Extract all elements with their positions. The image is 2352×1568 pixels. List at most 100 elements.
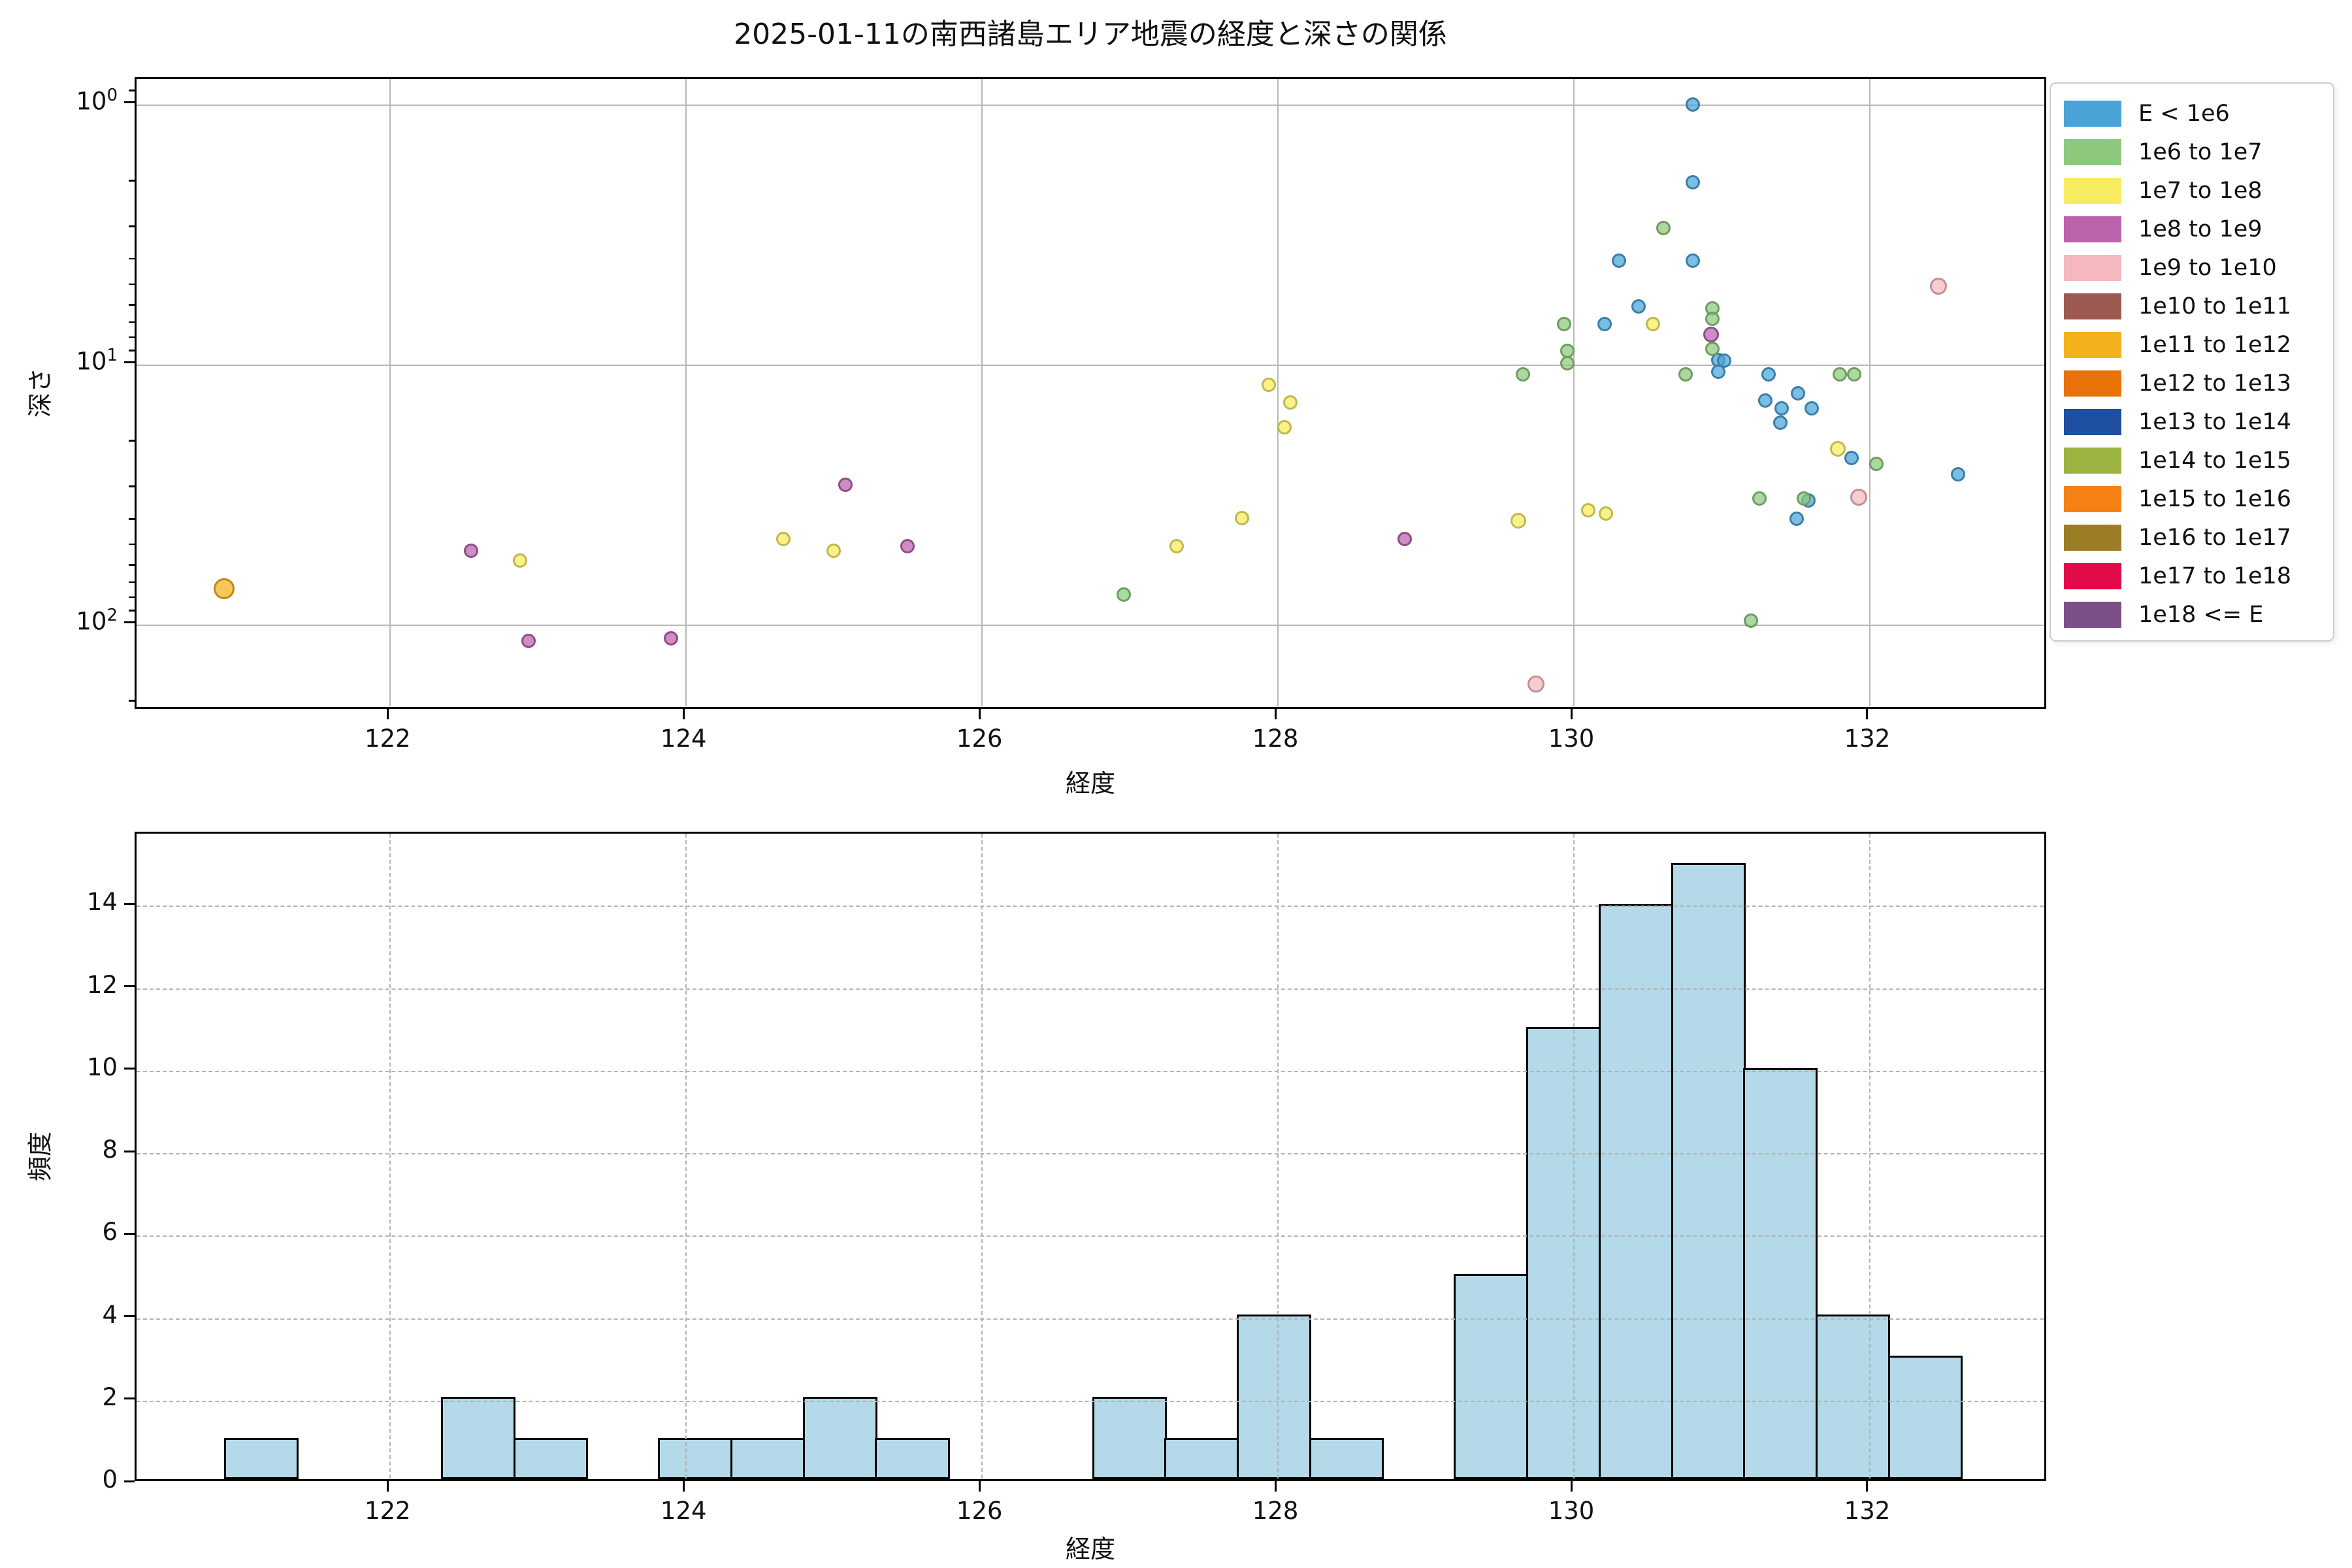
legend-swatch — [2064, 601, 2121, 628]
histogram-bar — [513, 1438, 588, 1479]
legend-entry: 1e18 <= E — [2064, 595, 2324, 634]
scatter-ylabel: 深さ — [25, 367, 55, 418]
y-gridline — [137, 906, 2044, 907]
legend-label: E < 1e6 — [2138, 100, 2230, 127]
legend-entry: 1e10 to 1e11 — [2064, 287, 2324, 325]
scatter-point — [1743, 613, 1758, 629]
x-tick — [978, 709, 981, 719]
legend-label: 1e15 to 1e16 — [2138, 485, 2292, 512]
scatter-point — [1283, 395, 1298, 410]
legend-label: 1e18 <= E — [2138, 601, 2264, 628]
scatter-point — [1261, 378, 1276, 393]
legend-entry: 1e15 to 1e16 — [2064, 480, 2324, 518]
chart-title: 2025-01-11の南西諸島エリア地震の経度と深さの関係 — [734, 18, 1447, 51]
scatter-point — [1710, 365, 1725, 380]
x-tick-label: 124 — [660, 1497, 707, 1525]
histogram-bar — [1598, 904, 1673, 1479]
y-minor-tick — [129, 564, 135, 566]
y-minor-tick — [129, 304, 135, 306]
legend-entry: 1e12 to 1e13 — [2064, 364, 2324, 402]
x-tick — [1570, 1481, 1573, 1492]
legend-label: 1e8 to 1e9 — [2138, 216, 2262, 242]
legend-swatch — [2064, 216, 2121, 242]
legend-swatch — [2064, 177, 2121, 204]
y-minor-tick — [129, 180, 135, 182]
x-gridline — [981, 834, 983, 1478]
y-minor-tick — [129, 440, 135, 442]
scatter-point — [1169, 538, 1184, 553]
histogram-bar — [440, 1397, 516, 1479]
x-tick — [978, 1481, 981, 1492]
histogram-bar — [1526, 1027, 1601, 1479]
y-minor-tick — [129, 610, 135, 612]
y-tick-label: 6 — [102, 1218, 118, 1247]
legend-label: 1e12 to 1e13 — [2138, 370, 2292, 397]
scatter-point — [1797, 491, 1812, 506]
legend-entry: 1e8 to 1e9 — [2064, 210, 2324, 248]
x-tick-label: 126 — [956, 1497, 1003, 1525]
legend-swatch — [2064, 139, 2121, 165]
x-gridline — [1869, 834, 1870, 1478]
scatter-point — [1646, 316, 1661, 331]
scatter-point — [838, 477, 853, 492]
y-gridline — [137, 988, 2044, 990]
scatter-point — [1844, 450, 1859, 465]
legend-label: 1e13 to 1e14 — [2138, 408, 2292, 435]
y-minor-tick — [129, 700, 135, 702]
x-tick — [386, 1481, 389, 1492]
histogram-bar — [1309, 1438, 1384, 1479]
legend-label: 1e10 to 1e11 — [2138, 293, 2292, 319]
legend-swatch — [2064, 370, 2121, 397]
y-tick — [124, 1150, 135, 1152]
x-tick-label: 132 — [1844, 725, 1891, 753]
histogram-bar — [1454, 1273, 1529, 1479]
legend-swatch — [2064, 563, 2121, 589]
legend-swatch — [2064, 408, 2121, 435]
y-tick — [124, 621, 135, 624]
legend-entry: 1e13 to 1e14 — [2064, 402, 2324, 441]
legend-swatch — [2064, 100, 2121, 127]
histogram-bar — [1815, 1315, 1891, 1479]
legend-label: 1e17 to 1e18 — [2138, 563, 2292, 589]
scatter-point — [1580, 503, 1595, 518]
y-minor-tick — [129, 485, 135, 487]
legend-entry: 1e6 to 1e7 — [2064, 133, 2324, 171]
x-tick — [682, 709, 685, 719]
legend-swatch — [2064, 524, 2121, 551]
x-tick-label: 128 — [1252, 1497, 1299, 1525]
scatter-point — [1631, 299, 1646, 314]
y-tick-label: 0 — [102, 1465, 118, 1494]
y-tick-label: 2 — [102, 1382, 118, 1411]
y-minor-tick — [129, 321, 135, 323]
scatter-plot-area — [135, 77, 2046, 709]
scatter-point — [1804, 401, 1819, 416]
legend-label: 1e6 to 1e7 — [2138, 139, 2262, 165]
x-tick-label: 124 — [660, 725, 707, 753]
x-tick — [386, 709, 389, 719]
x-gridline — [685, 834, 687, 1478]
scatter-point — [1832, 367, 1847, 382]
histogram-bar — [223, 1438, 299, 1479]
y-tick-label: 10 — [86, 1053, 118, 1081]
scatter-point — [1686, 175, 1701, 190]
y-tick — [124, 1315, 135, 1318]
scatter-xlabel: 経度 — [1065, 769, 1116, 798]
scatter-point — [1277, 420, 1292, 435]
x-tick-label: 122 — [364, 1497, 411, 1525]
scatter-point — [1773, 416, 1788, 431]
y-tick — [124, 1480, 135, 1482]
scatter-point — [1511, 513, 1527, 529]
legend-entry: 1e17 to 1e18 — [2064, 557, 2324, 595]
scatter-point — [1774, 401, 1789, 416]
scatter-point — [900, 538, 915, 553]
legend-entry: E < 1e6 — [2064, 94, 2324, 133]
legend-swatch — [2064, 447, 2121, 474]
histogram-plot-area — [135, 832, 2046, 1481]
y-minor-tick — [129, 283, 135, 286]
y-tick-label: 8 — [102, 1135, 118, 1164]
y-minor-tick — [129, 257, 135, 260]
y-gridline — [137, 1235, 2044, 1237]
y-minor-tick — [129, 225, 135, 227]
scatter-point — [1612, 253, 1627, 269]
y-tick — [124, 985, 135, 988]
